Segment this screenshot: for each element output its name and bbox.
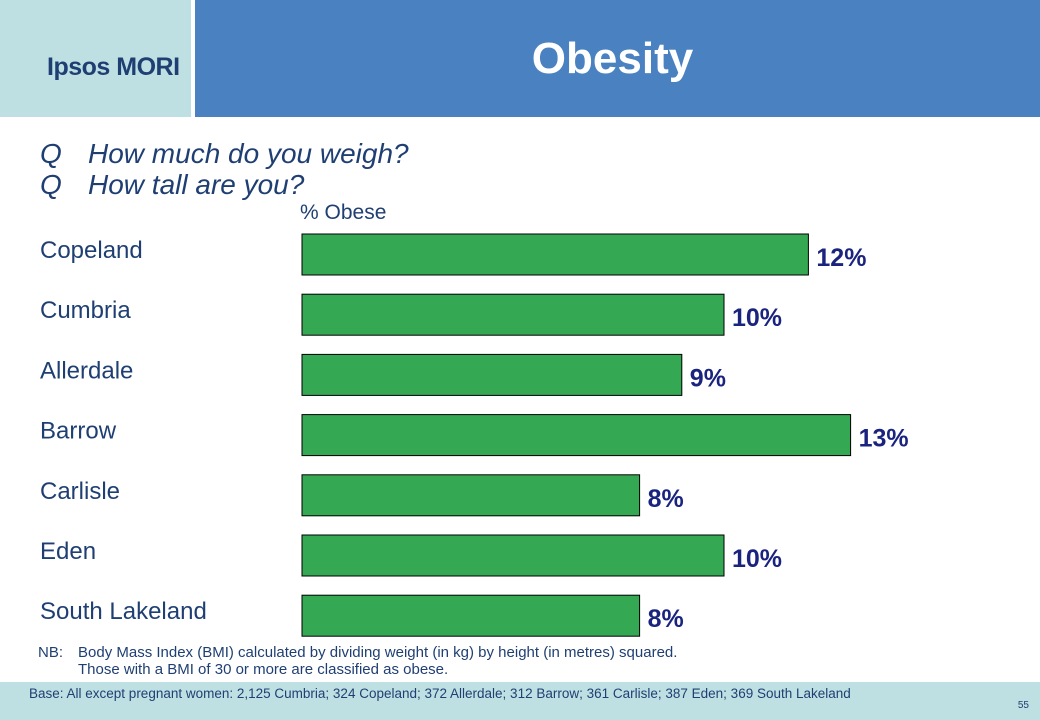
bar [301, 474, 641, 517]
category-label: Cumbria [40, 297, 131, 324]
footer-bar [0, 682, 1040, 720]
question-height: Q How tall are you? [40, 169, 304, 201]
note-line-2: Those with a BMI of 30 or more are class… [78, 661, 449, 678]
value-label: 8% [648, 485, 684, 513]
title-banner [195, 0, 1040, 117]
logo-panel [0, 0, 191, 117]
bmi-note: NB: Body Mass Index (BMI) calculated by d… [38, 644, 838, 678]
value-label: 8% [648, 605, 684, 633]
base-note: Base: All except pregnant women: 2,125 C… [29, 686, 851, 701]
axis-label: % Obese [300, 201, 387, 224]
category-label: South Lakeland [40, 598, 207, 625]
question-prefix: Q [40, 138, 62, 169]
category-label: Barrow [40, 418, 117, 445]
value-label: 13% [859, 425, 909, 453]
bar [301, 293, 725, 336]
category-label: Carlisle [40, 478, 120, 505]
value-label: 12% [816, 244, 866, 272]
category-label: Allerdale [40, 357, 133, 384]
ipsos-mori-logo: Ipsos MORI [47, 53, 180, 81]
category-label: Copeland [40, 237, 143, 264]
bar [301, 534, 725, 577]
bar [301, 594, 641, 637]
value-label: 9% [690, 364, 726, 392]
bar [301, 233, 809, 276]
value-label: 10% [732, 545, 782, 573]
page-title: Obesity [531, 34, 694, 83]
question-text: How tall are you? [88, 169, 305, 200]
note-line-1: Body Mass Index (BMI) calculated by divi… [78, 644, 678, 661]
question-weight: Q How much do you weigh? [40, 138, 409, 170]
category-label: Eden [40, 538, 96, 565]
question-prefix: Q [40, 169, 62, 200]
note-prefix: NB: [38, 644, 64, 661]
bar [301, 353, 683, 396]
bar [301, 414, 852, 457]
question-text: How much do you weigh? [88, 138, 409, 169]
page-number: 55 [1017, 700, 1029, 711]
header-divider [191, 0, 195, 117]
value-label: 10% [732, 304, 782, 332]
